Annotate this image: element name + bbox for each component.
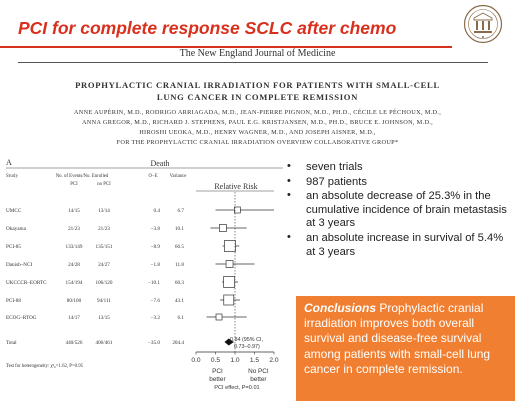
header-pci: PCI xyxy=(70,182,78,187)
o-e-value: −1.8 xyxy=(151,262,161,268)
header-no-pci: no PCI xyxy=(97,182,111,187)
variance-value: 6.1 xyxy=(178,315,185,321)
total-no-pci-events: 406/461 xyxy=(95,340,112,346)
pci-events: 154/194 xyxy=(65,280,82,286)
paper-title: PROPHYLACTIC CRANIAL IRRADIATION FOR PAT… xyxy=(20,79,495,103)
no-pci-events: 106/120 xyxy=(95,280,112,286)
pci-events: 24/28 xyxy=(68,262,80,268)
forest-plot-figure: A Death Study No. of Events/No. Enrolled… xyxy=(6,158,283,391)
o-e-value: −3.8 xyxy=(151,226,161,232)
study-name: UMCC xyxy=(6,208,22,214)
panel-label: A xyxy=(6,158,12,167)
no-pci-events: 13/15 xyxy=(98,315,110,321)
no-pci-better-label: better xyxy=(250,376,267,383)
header-o-e: O−E xyxy=(148,174,157,179)
total-label: Total xyxy=(6,340,17,346)
x-tick-label: 2.0 xyxy=(269,357,278,364)
variance-value: 66.5 xyxy=(175,244,184,250)
finding-item: seven trials xyxy=(287,160,507,175)
study-name: ECOG–RTOG xyxy=(6,315,37,321)
variance-value: 43.1 xyxy=(175,298,184,304)
x-tick-label: 0.5 xyxy=(211,357,220,364)
study-name: Okayama xyxy=(6,226,27,232)
paper-title-line: PROPHYLACTIC CRANIAL IRRADIATION FOR PAT… xyxy=(75,80,440,90)
total-o-e: −35.0 xyxy=(148,340,160,346)
study-name: Danish–NCI xyxy=(6,262,32,268)
total-pci-events: 440/526 xyxy=(65,340,82,346)
pci-events: 133/149 xyxy=(65,244,82,250)
estimate-box xyxy=(223,294,235,306)
finding-item: an absolute decrease of 25.3% in the cum… xyxy=(287,189,507,231)
no-pci-events: 135/151 xyxy=(95,244,112,250)
estimate-box xyxy=(233,206,241,214)
o-e-value: −3.2 xyxy=(151,315,161,321)
header-no-events: No. of Events/No. Enrolled xyxy=(56,174,109,179)
conclusion-label: Conclusions xyxy=(304,301,377,315)
author-line: HIROSHI UEOKA, M.D., HENRY WAGNER, M.D.,… xyxy=(139,129,376,136)
pci-better-label: PCI xyxy=(212,368,223,375)
variance-value: 10.1 xyxy=(175,226,184,232)
estimate-box xyxy=(225,260,234,268)
variance-value: 6.7 xyxy=(178,208,185,214)
death-header: Death xyxy=(150,159,169,168)
o-e-value: −7.6 xyxy=(151,298,161,304)
pci-events: 80/100 xyxy=(67,298,82,304)
variance-value: 60.3 xyxy=(175,280,184,286)
pci-events: 21/23 xyxy=(68,226,80,232)
author-line: FOR THE PROPHYLACTIC CRANIAL IRRADIATION… xyxy=(116,139,399,146)
university-seal-icon xyxy=(463,4,503,44)
pci-better-label: better xyxy=(209,376,226,383)
estimate-box xyxy=(219,224,227,232)
key-findings-list: seven trials 987 patients an absolute de… xyxy=(287,160,507,260)
study-name: UKCCCR–EORTC xyxy=(6,280,47,286)
author-line: ANNE AUPÉRIN, M.D., RODRIGO ARRIAGADA, M… xyxy=(73,109,442,116)
total-diamond xyxy=(224,338,234,346)
o-e-value: −8.9 xyxy=(151,244,161,250)
author-line: ANNA GREGOR, M.D., RICHARD J. STEPHENS, … xyxy=(81,119,434,126)
no-pci-events: 94/111 xyxy=(97,298,111,304)
slide-title: PCI for complete response SCLC after che… xyxy=(18,18,397,38)
header-study: Study xyxy=(6,174,19,179)
total-variance: 204.4 xyxy=(172,340,184,346)
study-name: PCI-85 xyxy=(6,244,21,250)
pci-events: 14/17 xyxy=(68,315,80,321)
x-tick-label: 1.5 xyxy=(250,357,259,364)
estimate-box xyxy=(223,276,235,288)
no-pci-better-label: No PCI xyxy=(248,368,269,375)
total-estimate-ci: 0.84 (95% CI, xyxy=(230,337,263,343)
estimate-box xyxy=(215,313,223,321)
pci-effect-label: PCI effect, P=0.01 xyxy=(214,385,259,391)
study-name: PCI-88 xyxy=(6,298,21,304)
no-pci-events: 13/14 xyxy=(98,208,110,214)
paper-title-line: LUNG CANCER IN COMPLETE REMISSION xyxy=(156,92,359,102)
heterogeneity-test: Test for heterogeneity: χ²₆=1.62, P=0.95 xyxy=(6,363,84,369)
total-estimate-ci: 0.73–0.97) xyxy=(234,344,260,350)
estimate-box xyxy=(224,240,236,252)
conclusion-body: Prophylactic cranial irradiation improve… xyxy=(304,301,491,376)
journal-name: The New England Journal of Medicine xyxy=(179,48,336,59)
finding-item: an absolute increase in survival of 5.4%… xyxy=(287,231,507,259)
journal-rule xyxy=(18,62,488,63)
no-pci-events: 24/27 xyxy=(98,262,110,268)
pci-events: 14/15 xyxy=(68,208,80,214)
no-pci-events: 21/23 xyxy=(98,226,110,232)
o-e-value: 0.4 xyxy=(154,208,161,214)
conclusion-text: Conclusions Prophylactic cranial irradia… xyxy=(296,296,515,377)
x-tick-label: 0.0 xyxy=(191,357,200,364)
title-rule xyxy=(0,46,452,48)
header-relative-risk: Relative Risk xyxy=(214,182,257,191)
author-list: ANNE AUPÉRIN, M.D., RODRIGO ARRIAGADA, M… xyxy=(20,108,495,148)
x-tick-label: 1.0 xyxy=(230,357,239,364)
finding-item: 987 patients xyxy=(287,175,507,190)
o-e-value: −10.1 xyxy=(148,280,160,286)
variance-value: 11.8 xyxy=(175,262,184,268)
conclusion-box: Conclusions Prophylactic cranial irradia… xyxy=(296,296,515,401)
header-variance: Variance xyxy=(170,174,187,179)
